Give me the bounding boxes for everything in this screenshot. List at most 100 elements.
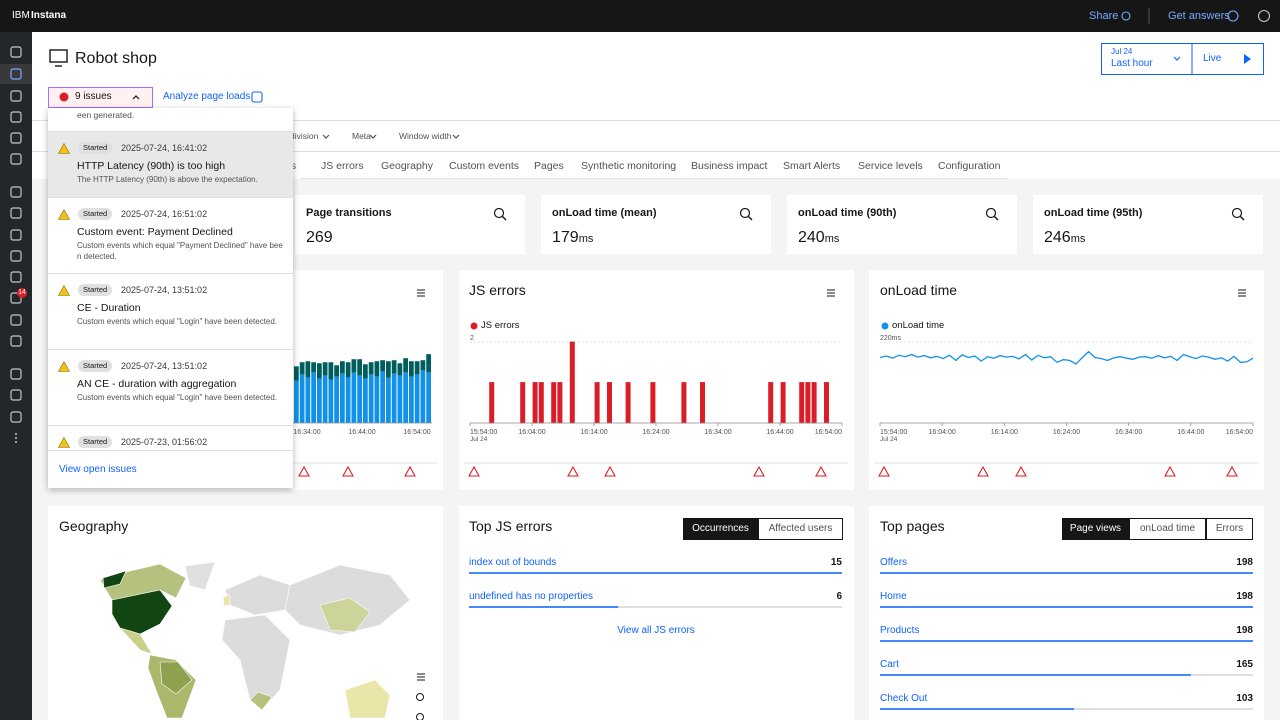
zoom-in [416, 693, 424, 701]
time-date[interactable]: Jul 24 [1111, 47, 1133, 56]
bar [880, 674, 1191, 676]
filter-dropdown[interactable]: Meta [352, 131, 371, 141]
view-all-link[interactable]: View all JS errors [617, 625, 695, 636]
tab[interactable]: Geography [381, 160, 433, 172]
bar-segment [311, 362, 316, 373]
issue-item[interactable] [48, 273, 293, 349]
country [102, 570, 127, 589]
issue-description: Custom events which equal "Login" have b… [77, 317, 278, 326]
tab[interactable]: Custom events [449, 160, 520, 172]
kpi-value: 269 [306, 229, 333, 246]
chart-card [869, 270, 1264, 490]
bar [469, 572, 842, 574]
tab[interactable]: Business impact [691, 160, 768, 172]
nav-icon [10, 111, 22, 123]
bar [650, 382, 656, 424]
bar [799, 382, 805, 424]
bar [700, 382, 706, 424]
row-value: 198 [1236, 557, 1253, 568]
kpi-label: onLoad time (90th) [798, 207, 897, 219]
bar-segment [328, 379, 334, 423]
bar-segment [357, 359, 362, 376]
view-issues-link[interactable]: View open issues [59, 464, 137, 475]
bar-segment [345, 362, 351, 378]
issue-time: 2025-07-23, 01:56:02 [121, 437, 208, 447]
status-tag: Started [78, 284, 113, 296]
issue-item[interactable] [48, 197, 293, 273]
row-link[interactable]: Offers [880, 557, 908, 568]
issue-title: Custom event: Payment Declined [77, 226, 233, 238]
bar [681, 382, 687, 424]
bar [880, 708, 1075, 710]
issue-time: 2025-07-24, 13:51:02 [121, 361, 208, 371]
alert-icon [878, 465, 890, 477]
row-link[interactable]: undefined has no properties [469, 591, 593, 602]
zoom-icon [502, 216, 507, 221]
alert-icon [298, 465, 310, 477]
tab[interactable]: Smart Alerts [783, 160, 841, 172]
tab[interactable]: Service levels [858, 160, 923, 172]
top-bar [0, 0, 1280, 32]
tab[interactable]: Pages [534, 160, 564, 172]
row-link[interactable]: index out of bounds [469, 557, 557, 568]
bar [557, 382, 563, 424]
nav-icon [10, 292, 22, 304]
widget-card [459, 506, 854, 720]
share-link[interactable]: Share [1089, 10, 1119, 22]
row-link[interactable]: Home [880, 591, 907, 602]
bar-segment [334, 365, 339, 377]
bar-segment [403, 358, 408, 373]
segment-button[interactable]: Occurrences [683, 518, 758, 540]
bar-segment [294, 380, 299, 423]
chevron-icon [452, 134, 460, 139]
live-button[interactable]: Live [1203, 53, 1222, 64]
bar-segment [334, 376, 339, 423]
chevron-icon [369, 134, 377, 139]
filter-dropdown[interactable]: division [290, 131, 319, 141]
segment-button[interactable]: onLoad time [1129, 518, 1206, 540]
tab[interactable]: Synthetic monitoring [581, 160, 677, 172]
bar-segment [345, 377, 351, 423]
filter-dropdown[interactable]: Window width [399, 131, 452, 141]
row-link[interactable]: Products [880, 625, 920, 636]
issues-button[interactable]: 9 issues [75, 91, 112, 102]
bar-segment [386, 361, 391, 378]
bar-segment [363, 378, 368, 423]
bar [469, 606, 619, 608]
bar-segment [403, 372, 408, 423]
analyze-link[interactable]: Analyze page loads [163, 91, 251, 102]
row-link[interactable]: Check Out [880, 693, 928, 704]
nav-more [15, 437, 17, 439]
nav-icon [10, 90, 22, 102]
help-link[interactable]: Get answers [1168, 10, 1230, 22]
bar [625, 382, 631, 424]
nav-active [0, 64, 32, 84]
chart-card [459, 270, 854, 490]
legend-dot [470, 322, 478, 330]
issue-item[interactable] [48, 425, 293, 450]
kpi-card [295, 195, 525, 254]
tab[interactable]: Configuration [938, 160, 1001, 172]
bar [520, 382, 526, 424]
bar-segment [294, 366, 299, 381]
bar-segment [368, 362, 374, 375]
widget-card [869, 506, 1264, 720]
alert-icon [468, 465, 480, 477]
segment-button[interactable]: Affected users [758, 518, 843, 540]
segment-button[interactable]: Errors [1206, 518, 1253, 540]
time-range[interactable]: Last hour [1111, 58, 1153, 69]
brand: Instana [31, 10, 67, 21]
bar [569, 341, 575, 424]
row-value: 15 [830, 557, 842, 568]
bar-segment [317, 378, 322, 423]
row-link[interactable]: Cart [880, 659, 899, 670]
bar-segment [380, 371, 385, 423]
segment-button[interactable]: Page views [1062, 518, 1129, 540]
tab[interactable]: JS errors [321, 160, 364, 172]
issue-item[interactable] [48, 349, 293, 425]
issue-title: CE - Duration [77, 302, 141, 314]
kpi-unit: ms [824, 233, 840, 245]
bar-segment [322, 375, 328, 423]
bar [594, 382, 600, 424]
issue-description: een generated. [77, 110, 135, 120]
